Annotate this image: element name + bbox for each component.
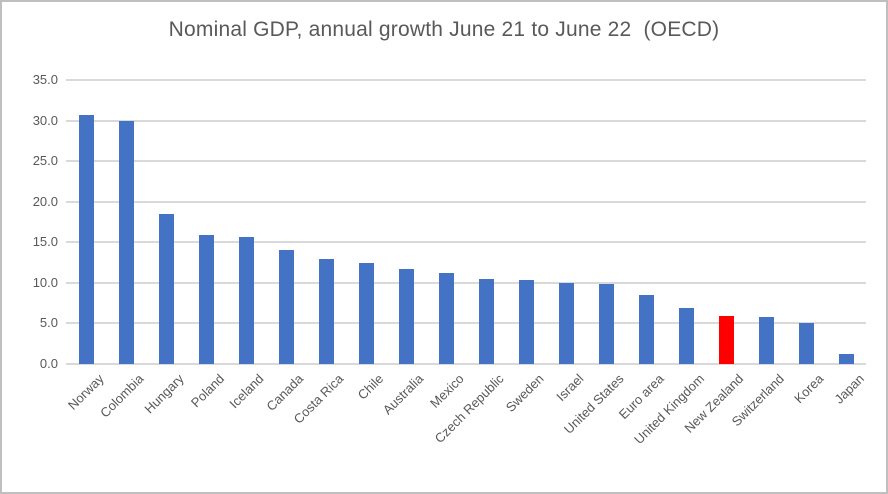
- bar-costa-rica: [318, 259, 334, 364]
- x-category-label-hungary: Hungary: [141, 371, 187, 417]
- gridline-35.0: [66, 79, 866, 81]
- x-category-label-israel: Israel: [553, 371, 587, 405]
- bar-sweden: [518, 279, 534, 364]
- y-tick-label: 25.0: [32, 153, 58, 169]
- bar-korea: [798, 322, 814, 364]
- bar-united-kingdom: [678, 308, 694, 364]
- bar-canada: [278, 249, 294, 364]
- bar-mexico: [438, 273, 454, 364]
- bar-chile: [358, 262, 374, 364]
- bar-iceland: [238, 236, 254, 364]
- gridline-10.0: [66, 281, 866, 284]
- x-category-label-colombia: Colombia: [97, 371, 147, 421]
- x-category-label-korea: Korea: [791, 371, 827, 407]
- gridline-30.0: [66, 119, 866, 122]
- bar-colombia: [118, 120, 134, 364]
- x-category-label-united-kingdom: United Kingdom: [630, 371, 707, 448]
- y-tick-label: 15.0: [32, 234, 58, 250]
- bar-israel: [558, 282, 574, 364]
- bar-australia: [398, 269, 414, 364]
- gridline-5.0: [66, 322, 866, 325]
- x-category-label-iceland: Iceland: [226, 371, 267, 412]
- y-tick-label: 10.0: [32, 274, 58, 290]
- bar-united-states: [598, 283, 614, 364]
- bar-euro-area: [638, 295, 654, 364]
- bar-czech-republic: [478, 278, 494, 364]
- gridline-15.0: [66, 241, 866, 244]
- bar-norway: [78, 114, 94, 364]
- x-category-label-poland: Poland: [187, 371, 227, 411]
- x-category-label-japan: Japan: [830, 371, 867, 407]
- bar-switzerland: [758, 316, 774, 364]
- y-tick-label: 5.0: [39, 315, 58, 331]
- y-tick-label: 35.0: [32, 72, 58, 87]
- chart-title: Nominal GDP, annual growth June 21 to Ju…: [168, 18, 720, 41]
- plot-area: Norway Colombia Hungary Poland Iceland Canada…: [65, 79, 867, 447]
- y-tick-label: 0.0: [39, 356, 58, 371]
- x-category-label-australia: Australia: [380, 371, 427, 418]
- x-category-label-sweden: Sweden: [502, 371, 547, 415]
- gridline-0.0: [66, 363, 866, 365]
- x-category-label-chile: Chile: [355, 371, 387, 403]
- gridline-20.0: [66, 200, 866, 203]
- bar-poland: [198, 234, 214, 364]
- x-category-label-czech-republic: Czech Republic: [431, 371, 507, 446]
- gridline-25.0: [66, 160, 866, 163]
- y-tick-label: 30.0: [32, 112, 58, 128]
- bar-japan: [838, 354, 854, 364]
- bar-new-zealand: [718, 316, 734, 364]
- y-tick-label: 20.0: [32, 193, 58, 209]
- bar-hungary: [158, 213, 174, 364]
